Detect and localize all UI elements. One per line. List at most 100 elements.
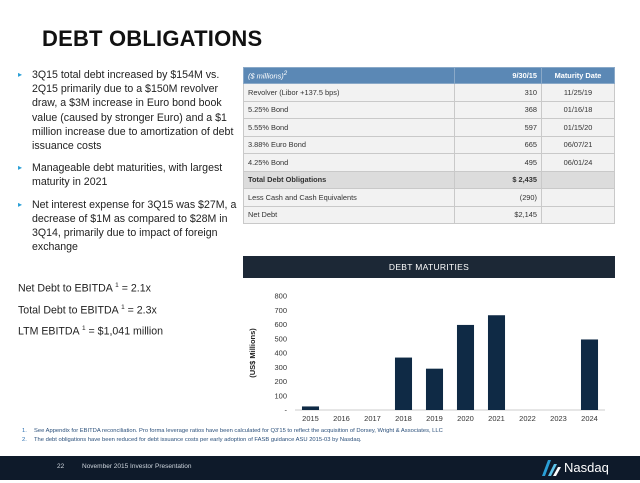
bullet-list: ▸ 3Q15 total debt increased by $154M vs. …: [18, 68, 240, 262]
bullet-text: 3Q15 total debt increased by $154M vs. 2…: [32, 69, 234, 153]
row-maturity: [541, 170, 615, 189]
metric-value: = $1,041 million: [85, 325, 164, 338]
footnotes: 1. See Appendix for EBITDA reconciliation…: [22, 427, 632, 445]
row-name: Revolver (Libor +137.5 bps): [243, 83, 455, 102]
page-title: DEBT OBLIGATIONS: [42, 26, 263, 51]
bullet-item: ▸ Manageable debt maturities, with larges…: [18, 161, 240, 189]
metric-label: Net Debt to EBITDA: [18, 282, 113, 295]
logo-wordmark: Nasdaq: [564, 460, 609, 475]
table-row: Revolver (Libor +137.5 bps) 310 11/25/19: [243, 83, 615, 102]
y-tick-label: 300: [274, 363, 287, 372]
table-row: Less Cash and Cash Equivalents (290): [243, 188, 615, 207]
row-amount: $ 2,435: [454, 170, 542, 189]
page-number: 22: [57, 463, 65, 470]
row-amount: 310: [454, 83, 542, 102]
row-name: 3.88% Euro Bond: [243, 135, 455, 154]
row-maturity: 06/01/24: [541, 153, 615, 172]
footer-bar: 22 November 2015 Investor Presentation N…: [0, 456, 640, 480]
y-axis-label: (US$ Millions): [248, 328, 257, 378]
x-tick-label: 2023: [550, 414, 567, 422]
x-tick-label: 2019: [426, 414, 443, 422]
bullet-arrow-icon: ▸: [18, 199, 23, 209]
row-amount: $2,145: [454, 205, 542, 224]
x-tick-label: 2018: [395, 414, 412, 422]
row-amount: 597: [454, 118, 542, 137]
row-name: Total Debt Obligations: [243, 170, 455, 189]
bullet-arrow-icon: ▸: [18, 70, 23, 79]
metric-label: LTM EBITDA: [18, 325, 80, 338]
metric-ltm-ebitda: LTM EBITDA 1 = $1,041 million: [18, 325, 238, 338]
row-amount: 665: [454, 135, 542, 154]
row-name: Net Debt: [243, 205, 455, 224]
table-row: 5.25% Bond 368 01/16/18: [243, 100, 615, 119]
footnote-number: 1.: [22, 428, 27, 434]
row-maturity: 01/15/20: [541, 118, 615, 137]
x-tick-label: 2020: [457, 414, 474, 422]
footnote: 1. See Appendix for EBITDA reconciliation…: [22, 427, 632, 436]
leverage-metrics: Net Debt to EBITDA 1 = 2.1x Total Debt t…: [18, 282, 238, 347]
bullet-item: ▸ Net interest expense for 3Q15 was $27M,…: [18, 198, 240, 255]
bar: [487, 315, 506, 410]
footnote-text: The debt obligations have been reduced f…: [34, 437, 362, 443]
bar: [580, 339, 599, 410]
y-tick-label: -: [285, 406, 288, 415]
row-maturity: 06/07/21: [541, 135, 615, 154]
metric-label: Total Debt to EBITDA: [18, 304, 119, 317]
metric-value: = 2.3x: [124, 304, 157, 317]
bullet-text: Manageable debt maturities, with largest…: [32, 162, 223, 189]
x-tick-label: 2021: [488, 414, 505, 422]
presentation-title: November 2015 Investor Presentation: [82, 463, 192, 470]
metric-footnote-ref: 1: [121, 303, 125, 311]
row-amount: (290): [454, 188, 542, 207]
metric-total-debt-ebitda: Total Debt to EBITDA 1 = 2.3x: [18, 304, 238, 317]
y-tick-label: 800: [274, 292, 287, 301]
metric-footnote-ref: 1: [81, 325, 86, 333]
row-amount: 368: [454, 100, 542, 119]
bar: [456, 324, 475, 410]
row-name: 4.25% Bond: [243, 153, 455, 172]
bar: [425, 368, 444, 410]
bullet-text: Net interest expense for 3Q15 was $27M, …: [32, 198, 237, 254]
header-footnote-ref: 2: [283, 70, 288, 78]
header-units: ($ millions)2: [243, 67, 455, 84]
row-name: Less Cash and Cash Equivalents: [243, 188, 455, 207]
table-row: Net Debt $2,145: [243, 205, 615, 224]
row-maturity: 11/25/19: [541, 83, 615, 102]
chart-title: DEBT MATURITIES: [243, 256, 615, 278]
metric-footnote-ref: 1: [115, 282, 119, 289]
header-date: 9/30/15: [454, 67, 542, 84]
row-maturity: [541, 205, 615, 224]
debt-table: ($ millions)2 9/30/15 Maturity Date Revo…: [243, 67, 615, 224]
x-tick-label: 2022: [519, 414, 536, 422]
row-maturity: 01/16/18: [541, 100, 615, 119]
x-tick-label: 2017: [364, 414, 381, 422]
bullet-arrow-icon: ▸: [18, 163, 23, 173]
bar: [394, 357, 413, 410]
footnote-number: 2.: [22, 437, 27, 443]
table-row: 4.25% Bond 495 06/01/24: [243, 153, 615, 172]
y-tick-label: 500: [274, 334, 287, 343]
x-tick-label: 2024: [581, 414, 598, 422]
footnote: 2. The debt obligations have been reduced…: [22, 436, 632, 445]
row-name: 5.55% Bond: [243, 118, 455, 137]
row-maturity: [541, 188, 615, 207]
debt-maturities-chart: (US$ Millions) - 100 200 300 400 500 600 700 800 2…: [248, 292, 605, 422]
header-units-label: ($ millions): [248, 71, 284, 81]
nasdaq-logo: Nasdaq: [540, 458, 630, 478]
nasdaq-logo-icon: [542, 460, 561, 476]
metric-value: = 2.1x: [118, 282, 151, 295]
x-tick-label: 2015: [302, 414, 319, 422]
y-tick-label: 600: [274, 320, 287, 329]
table-header-row: ($ millions)2 9/30/15 Maturity Date: [243, 67, 615, 84]
header-maturity: Maturity Date: [541, 67, 615, 84]
metric-net-debt-ebitda: Net Debt to EBITDA 1 = 2.1x: [18, 282, 238, 295]
table-row: 3.88% Euro Bond 665 06/07/21: [243, 135, 615, 154]
x-tick-label: 2016: [333, 414, 350, 422]
bullet-item: ▸ 3Q15 total debt increased by $154M vs. …: [18, 68, 240, 153]
y-tick-label: 700: [274, 306, 287, 315]
row-name: 5.25% Bond: [243, 100, 455, 119]
footnote-text: See Appendix for EBITDA reconciliation. …: [34, 428, 443, 434]
row-amount: 495: [454, 153, 542, 172]
y-tick-label: 100: [274, 391, 287, 400]
y-tick-label: 400: [274, 349, 287, 358]
